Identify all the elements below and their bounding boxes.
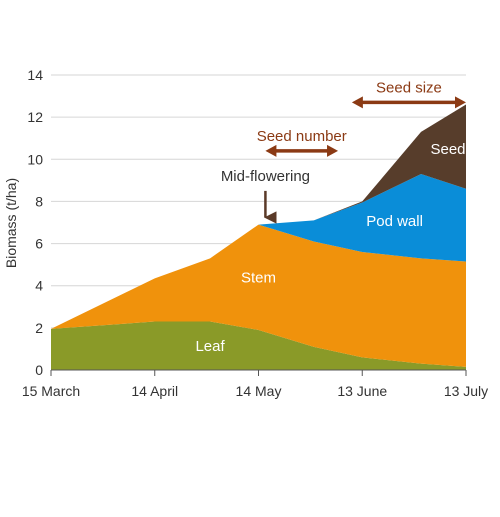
x-tick-label: 15 March xyxy=(22,383,80,399)
x-tick-label: 14 April xyxy=(131,383,178,399)
annotation-seed-size: Seed size xyxy=(376,79,442,96)
annotations: Mid-flowering Seed number Seed size xyxy=(221,79,466,224)
area-leaf xyxy=(51,321,466,370)
series-label-leaf: Leaf xyxy=(195,338,225,355)
series-label-seed: Seed xyxy=(430,141,465,158)
y-tick-label: 0 xyxy=(35,362,43,378)
x-tick-label: 13 July xyxy=(444,383,488,399)
range-arrow-seed-size xyxy=(351,96,466,109)
x-tick-label: 14 May xyxy=(236,383,282,399)
stacked-areas xyxy=(51,104,466,370)
x-tick-label: 13 June xyxy=(337,383,387,399)
y-tick-label: 6 xyxy=(35,236,43,252)
area-pod-wall xyxy=(51,174,466,329)
y-axis-label: Biomass (t/ha) xyxy=(3,178,19,268)
annotation-seed-number: Seed number xyxy=(257,128,347,145)
axes: 0 2 4 6 8 10 12 14 15 March 14 April 14 May 13 June… xyxy=(22,67,488,399)
series-labels: Leaf Stem Pod wall Seed xyxy=(195,141,465,355)
range-arrow-seed-number xyxy=(265,144,339,157)
y-tick-label: 12 xyxy=(27,109,43,125)
y-tick-label: 10 xyxy=(27,151,43,167)
series-label-pod-wall: Pod wall xyxy=(366,213,423,230)
y-tick-label: 4 xyxy=(35,278,43,294)
y-tick-label: 14 xyxy=(27,67,43,83)
y-tick-label: 2 xyxy=(35,320,43,336)
y-tick-label: 8 xyxy=(35,193,43,209)
area-stem xyxy=(51,224,466,367)
series-label-stem: Stem xyxy=(241,269,276,286)
annotation-mid-flowering: Mid-flowering xyxy=(221,168,310,185)
